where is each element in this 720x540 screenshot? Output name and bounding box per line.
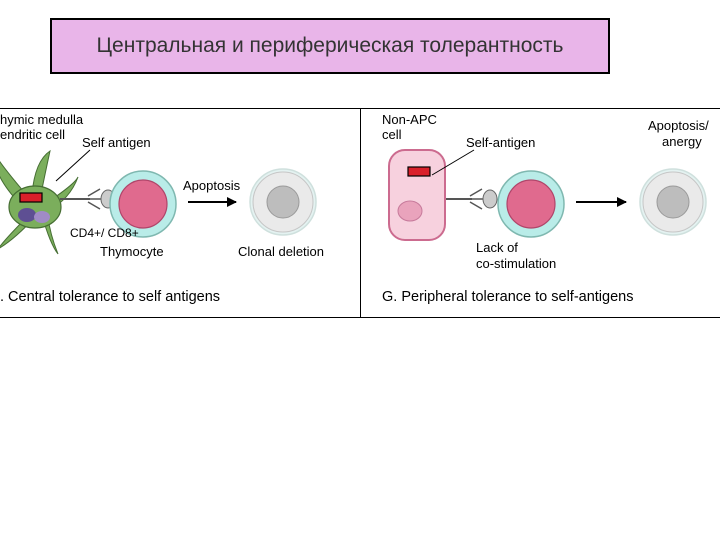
diagram-area: hymic medulla endritic cell Self antigen… [0,108,720,318]
result-label-1: Apoptosis/ [648,119,709,134]
title-text: Центральная и периферическая толерантнос… [97,34,564,58]
thymocyte-label: Thymocyte [100,245,164,260]
nonapc-label-1: Non-APC [382,113,437,128]
arrow-apoptosis [188,201,236,203]
arrow-anergy [576,201,626,203]
apoptosis-label-a: Apoptosis [183,179,240,194]
title-box: Центральная и периферическая толерантнос… [50,18,610,74]
gray-cell-icon [248,167,318,237]
panel-a-caption: . Central tolerance to self antigens [0,289,220,305]
lack-label-1: Lack of [476,241,518,256]
self-antigen-label-a: Self antigen [82,136,151,151]
nonapc-label-2: cell [382,128,402,143]
self-antigen-label-g: Self-antigen [466,136,535,151]
panel-g-caption: G. Peripheral tolerance to self-antigens [382,289,633,305]
tcell-icon [496,169,566,239]
dendritic-label-1: hymic medulla [0,113,83,128]
self-antigen-pointer [50,145,110,185]
clonal-deletion-label: Clonal deletion [238,245,324,260]
panel-peripheral-tolerance: Non-APC cell Self-antigen Lack of co-sti… [372,109,720,317]
self-antigen-pointer-g [430,145,490,185]
panel-divider [360,109,361,317]
panel-central-tolerance: hymic medulla endritic cell Self antigen… [0,109,358,317]
gray-cell-icon-g [638,167,708,237]
antigen-presentation-icon-g [444,179,504,219]
cd-label: CD4+/ CD8+ [70,227,139,241]
result-label-2: anergy [662,135,702,150]
dendritic-label-2: endritic cell [0,128,65,143]
lack-label-2: co-stimulation [476,257,556,272]
